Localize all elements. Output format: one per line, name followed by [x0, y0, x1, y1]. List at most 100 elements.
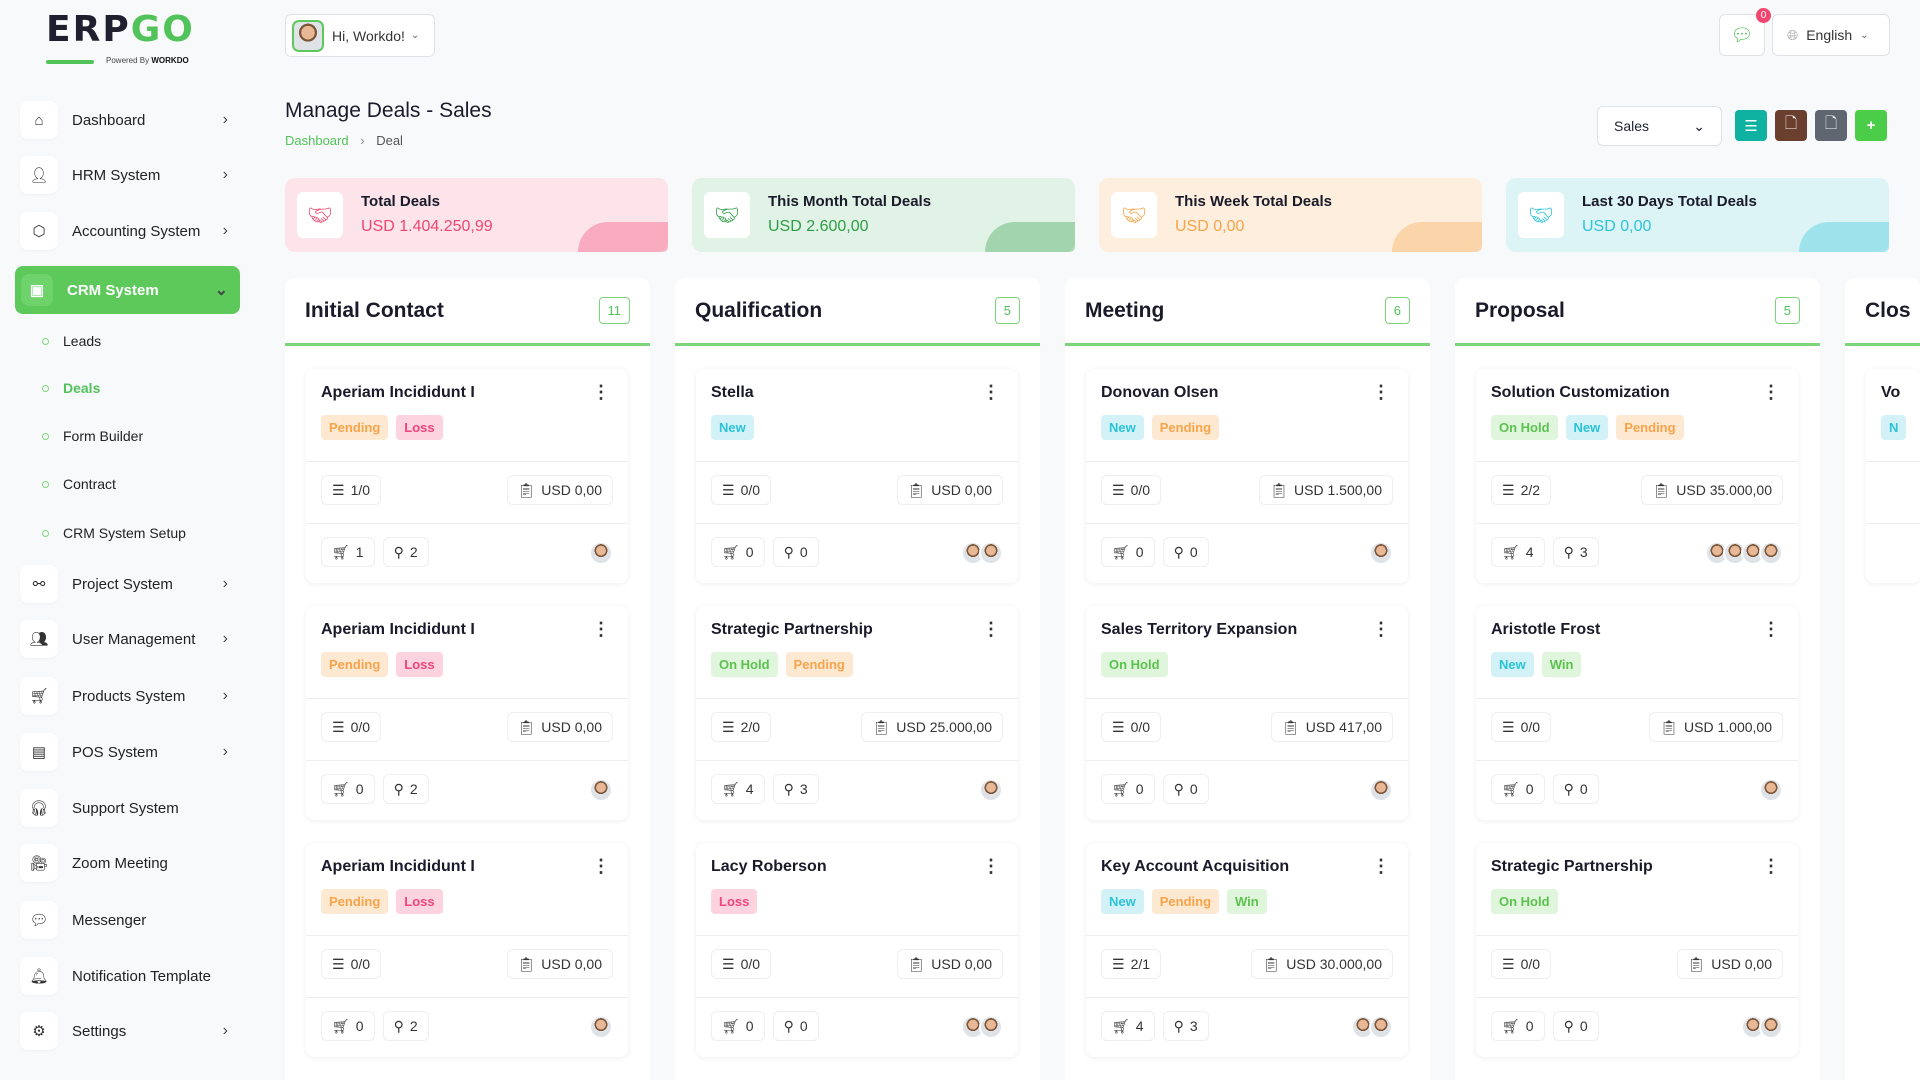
- cart-icon: 🛒︎: [332, 543, 350, 560]
- sources-chip: ⚲ 0: [772, 537, 819, 567]
- more-vertical-icon[interactable]: ⋮: [1762, 856, 1780, 876]
- deal-card[interactable]: Lacy Roberson ⋮ Loss ☰ 0/0 📋︎ USD 0,00 🛒︎ 0…: [696, 843, 1018, 1057]
- list-icon: ☰: [1744, 117, 1758, 135]
- deal-name[interactable]: Aperiam Incididunt I: [321, 621, 475, 638]
- cart-icon: 🛒︎: [1502, 1017, 1520, 1034]
- deal-name[interactable]: Stella: [711, 384, 754, 401]
- status-tag: On Hold: [1491, 415, 1558, 440]
- more-vertical-icon[interactable]: ⋮: [592, 382, 610, 402]
- sidebar-item-settings[interactable]: ⚙ Settings ›: [20, 1009, 240, 1053]
- clipboard-dollar-icon: 📋︎: [1660, 718, 1679, 735]
- sidebar-item-support-system[interactable]: 🎧︎ Support System: [20, 786, 240, 830]
- deal-card[interactable]: Aristotle Frost ⋮ New Win ☰ 0/0 📋︎ USD 1.00…: [1476, 606, 1798, 820]
- sidebar-item-zoom-meeting[interactable]: 🎥︎ Zoom Meeting: [20, 841, 240, 885]
- more-vertical-icon[interactable]: ⋮: [1762, 619, 1780, 639]
- deal-name[interactable]: Strategic Partnership: [711, 621, 873, 638]
- deal-name[interactable]: Key Account Acquisition: [1101, 858, 1290, 875]
- clipboard-dollar-icon: 📋︎: [1687, 955, 1706, 972]
- column-count-badge: 11: [598, 297, 630, 324]
- gear-icon: ⚙: [20, 1012, 58, 1050]
- breadcrumb-dashboard-link[interactable]: Dashboard: [285, 133, 349, 148]
- deal-name[interactable]: Aperiam Incididunt I: [321, 858, 475, 875]
- avatar: [1759, 541, 1783, 565]
- deal-card[interactable]: Aperiam Incididunt I ⋮ Pending Loss ☰ 0/0 …: [306, 606, 628, 820]
- deal-card[interactable]: Solution Customization ⋮ On Hold New Pendi…: [1476, 369, 1798, 583]
- deal-name[interactable]: Vo: [1881, 384, 1901, 401]
- deal-card[interactable]: Stella ⋮ New ☰ 0/0 📋︎ USD 0,00 🛒︎ 0 ⚲ 0: [696, 369, 1018, 583]
- products-chip: 🛒︎ 0: [1101, 774, 1155, 804]
- pipeline-select[interactable]: Sales ⌄: [1597, 106, 1722, 146]
- sidebar-item-notification-template[interactable]: 🔔︎ Notification Template: [20, 954, 240, 998]
- sidebar-item-messenger[interactable]: 💬︎ Messenger: [20, 898, 240, 942]
- more-vertical-icon[interactable]: ⋮: [982, 856, 1000, 876]
- stat-card: 🤝︎ This Week Total Deals USD 0,00: [1099, 178, 1482, 252]
- more-vertical-icon[interactable]: ⋮: [1372, 619, 1390, 639]
- more-vertical-icon[interactable]: ⋮: [592, 856, 610, 876]
- clipboard-dollar-icon: 📋︎: [517, 718, 536, 735]
- sidebar-item-crm-system[interactable]: ▣ CRM System ⌄: [15, 266, 240, 314]
- deal-card[interactable]: Strategic Partnership ⋮ On Hold Pending ☰…: [696, 606, 1018, 820]
- bullet-icon: [42, 337, 49, 345]
- sidebar-item-hrm-system[interactable]: 👤︎ HRM System ›: [20, 153, 240, 197]
- sidebar-item-accounting-system[interactable]: ⬡ Accounting System ›: [20, 209, 240, 253]
- deal-name[interactable]: Strategic Partnership: [1491, 858, 1653, 875]
- sidebar-item-products-system[interactable]: 🛒︎ Products System ›: [20, 674, 240, 718]
- more-vertical-icon[interactable]: ⋮: [982, 382, 1000, 402]
- user-menu-button[interactable]: Hi, Workdo! ⌄: [285, 14, 435, 57]
- deal-card[interactable]: Vo N: [1866, 369, 1920, 583]
- breadcrumb-current: Deal: [376, 133, 403, 148]
- more-vertical-icon[interactable]: ⋮: [1762, 382, 1780, 402]
- more-vertical-icon[interactable]: ⋮: [1372, 856, 1390, 876]
- deal-name[interactable]: Solution Customization: [1491, 384, 1670, 401]
- chevron-down-icon: ⌄: [1693, 118, 1705, 134]
- plus-icon: +: [1866, 117, 1876, 134]
- deal-card[interactable]: Donovan Olsen ⋮ New Pending ☰ 0/0 📋︎ USD 1.…: [1086, 369, 1408, 583]
- user-greeting: Hi, Workdo!: [332, 27, 405, 44]
- sidebar-subitem-deals[interactable]: Deals: [42, 380, 100, 396]
- sources-chip: ⚲ 0: [1162, 537, 1209, 567]
- deal-card[interactable]: Sales Territory Expansion ⋮ On Hold ☰ 0/0…: [1086, 606, 1408, 820]
- sidebar-subitem-contract[interactable]: Contract: [42, 476, 116, 492]
- deal-name[interactable]: Lacy Roberson: [711, 858, 827, 875]
- deal-name[interactable]: Aristotle Frost: [1491, 621, 1601, 638]
- deal-card[interactable]: Strategic Partnership ⋮ On Hold ☰ 0/0 📋︎ U…: [1476, 843, 1798, 1057]
- chevron-right-icon: ›: [222, 222, 228, 239]
- add-deal-button[interactable]: +: [1855, 110, 1887, 141]
- language-select[interactable]: 🌐︎ English ⌄: [1772, 14, 1890, 56]
- sidebar-subitem-leads[interactable]: Leads: [42, 333, 101, 349]
- list-icon: ☰: [332, 718, 345, 735]
- avatar: [589, 541, 613, 565]
- deal-name[interactable]: Aperiam Incididunt I: [321, 384, 475, 401]
- export-button[interactable]: 🗋︎: [1815, 110, 1847, 141]
- messages-button[interactable]: 💬︎ 0: [1719, 8, 1771, 56]
- deal-card[interactable]: Key Account Acquisition ⋮ New Pending Win …: [1086, 843, 1408, 1057]
- more-vertical-icon[interactable]: ⋮: [982, 619, 1000, 639]
- deal-card[interactable]: Aperiam Incididunt I ⋮ Pending Loss ☰ 1/0 …: [306, 369, 628, 583]
- notification-icon: 🔔︎: [20, 957, 58, 995]
- status-tag: Loss: [396, 889, 443, 914]
- logo[interactable]: ERPGO Powered By WORKDO: [46, 10, 216, 70]
- sidebar-subitem-form-builder[interactable]: Form Builder: [42, 428, 143, 444]
- stat-value: USD 2.600,00: [768, 218, 869, 235]
- network-icon: ⚲: [1173, 1017, 1184, 1034]
- deal-name[interactable]: Donovan Olsen: [1101, 384, 1219, 401]
- network-icon: ⚲: [783, 543, 794, 560]
- import-button[interactable]: 🗋︎: [1775, 110, 1807, 141]
- column-title: Qualification: [695, 298, 823, 322]
- deal-name[interactable]: Sales Territory Expansion: [1101, 621, 1298, 638]
- products-chip: 🛒︎ 0: [1491, 1011, 1545, 1041]
- crm-icon: ▣: [21, 274, 53, 306]
- sidebar-item-project-system[interactable]: ⚯ Project System ›: [20, 562, 240, 606]
- status-tag: Pending: [321, 415, 389, 440]
- sidebar-subitem-crm-system-setup[interactable]: CRM System Setup: [42, 525, 186, 541]
- avatar: [1759, 1015, 1783, 1039]
- sidebar-item-user-management[interactable]: 👥︎ User Management ›: [20, 617, 240, 661]
- sidebar-item-dashboard[interactable]: ⌂ Dashboard ›: [20, 98, 240, 142]
- sidebar-item-pos-system[interactable]: ▤ POS System ›: [20, 730, 240, 774]
- avatar: [589, 1015, 613, 1039]
- chat-icon: 💬︎: [20, 901, 58, 939]
- list-view-button[interactable]: ☰: [1735, 110, 1767, 141]
- more-vertical-icon[interactable]: ⋮: [1372, 382, 1390, 402]
- more-vertical-icon[interactable]: ⋮: [592, 619, 610, 639]
- deal-card[interactable]: Aperiam Incididunt I ⋮ Pending Loss ☰ 0/0 …: [306, 843, 628, 1057]
